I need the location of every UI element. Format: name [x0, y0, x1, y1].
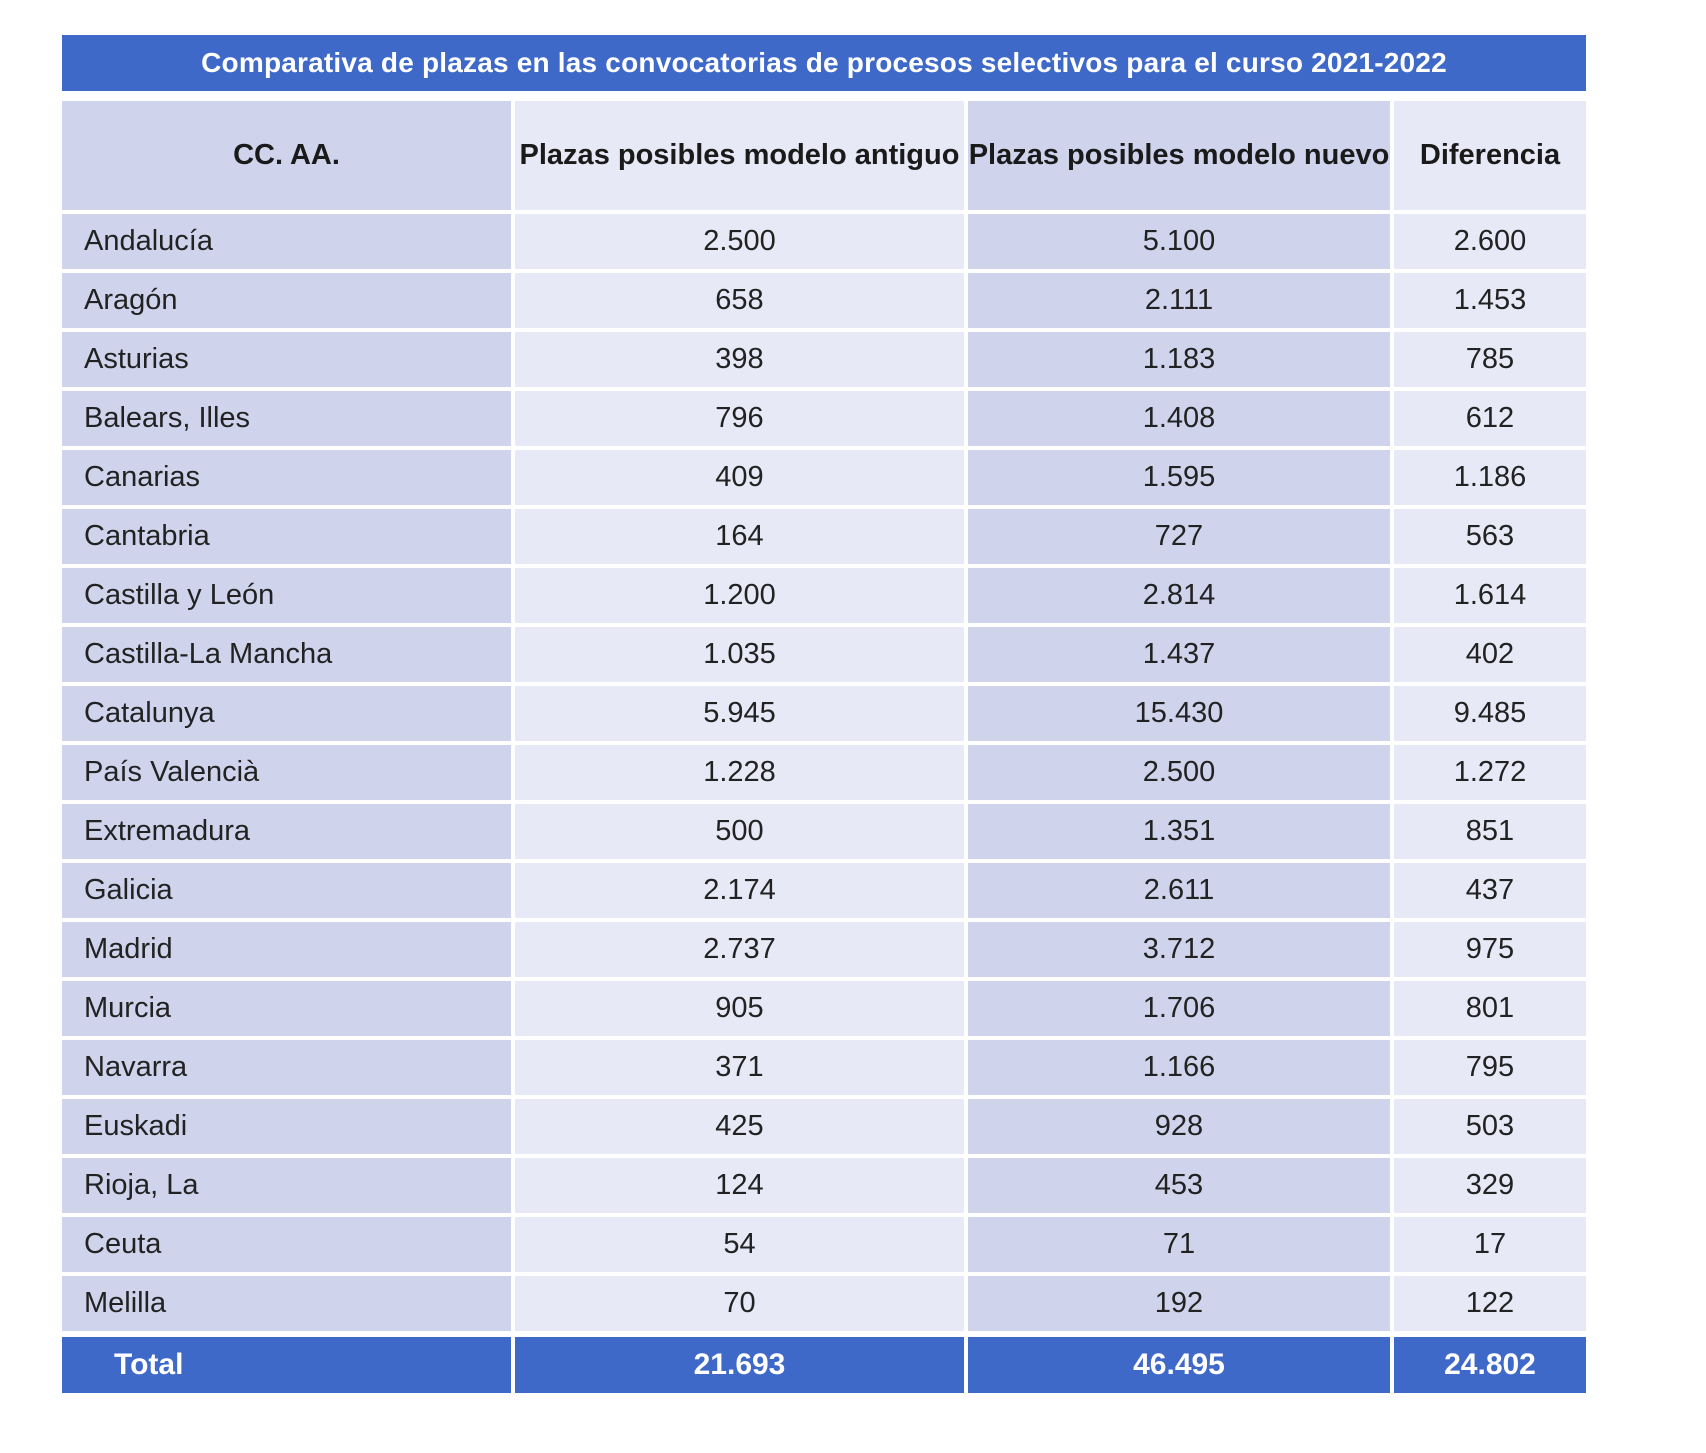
table-row-11-diferencia-cell: 437	[1394, 863, 1586, 918]
header-plazas-nuevo: Plazas posibles modelo nuevo	[968, 101, 1390, 210]
table-row-14-ccaa-cell: Navarra	[62, 1040, 511, 1095]
table-row-7-plazas-nuevo-cell: 1.437	[968, 627, 1390, 682]
table-row-13-plazas-antiguo-cell: 905	[515, 981, 964, 1036]
header-plazas-antiguo: Plazas posibles modelo antiguo	[515, 101, 964, 210]
table-row-8-plazas-nuevo-cell: 15.430	[968, 686, 1390, 741]
table-row-9-diferencia-cell: 1.272	[1394, 745, 1586, 800]
table-row-18-diferencia-cell: 122	[1394, 1276, 1586, 1331]
table-row-13-ccaa-cell: Murcia	[62, 981, 511, 1036]
table-row-15-diferencia-cell: 503	[1394, 1099, 1586, 1154]
table-row-5-plazas-nuevo-cell: 727	[968, 509, 1390, 564]
table-row-17-plazas-nuevo-cell: 71	[968, 1217, 1390, 1272]
total-row-ccaa-cell: Total	[62, 1337, 511, 1393]
table-row-12-plazas-nuevo-cell: 3.712	[968, 922, 1390, 977]
table-row-18-plazas-nuevo-cell: 192	[968, 1276, 1390, 1331]
table-row-12-diferencia-cell: 975	[1394, 922, 1586, 977]
table-row-10-plazas-nuevo-cell: 1.351	[968, 804, 1390, 859]
table-row-15-plazas-nuevo-cell: 928	[968, 1099, 1390, 1154]
table-row-14-plazas-antiguo-cell: 371	[515, 1040, 964, 1095]
table-row-8-plazas-antiguo-cell: 5.945	[515, 686, 964, 741]
table-row-10-plazas-antiguo-cell: 500	[515, 804, 964, 859]
table-row-17-ccaa-cell: Ceuta	[62, 1217, 511, 1272]
table-row-7-diferencia-cell: 402	[1394, 627, 1586, 682]
total-row-plazas-antiguo-cell: 21.693	[515, 1337, 964, 1393]
table-row-9-ccaa-cell: País Valencià	[62, 745, 511, 800]
table-row-9-plazas-nuevo-cell: 2.500	[968, 745, 1390, 800]
table-row-0-plazas-antiguo-cell: 2.500	[515, 214, 964, 269]
table-row-2-plazas-nuevo-cell: 1.183	[968, 332, 1390, 387]
table-row-15-plazas-antiguo-cell: 425	[515, 1099, 964, 1154]
table-row-7-ccaa-cell: Castilla-La Mancha	[62, 627, 511, 682]
table-row-14-diferencia-cell: 795	[1394, 1040, 1586, 1095]
table-row-0-plazas-nuevo-cell: 5.100	[968, 214, 1390, 269]
table-row-7-plazas-antiguo-cell: 1.035	[515, 627, 964, 682]
table-row-2-plazas-antiguo-cell: 398	[515, 332, 964, 387]
table-row-13-diferencia-cell: 801	[1394, 981, 1586, 1036]
total-row-plazas-nuevo-cell: 46.495	[968, 1337, 1390, 1393]
header-ccaa: CC. AA.	[62, 101, 511, 210]
table-row-1-ccaa-cell: Aragón	[62, 273, 511, 328]
table-row-6-plazas-nuevo-cell: 2.814	[968, 568, 1390, 623]
table-row-3-plazas-nuevo-cell: 1.408	[968, 391, 1390, 446]
table-row-2-diferencia-cell: 785	[1394, 332, 1586, 387]
table-row-6-diferencia-cell: 1.614	[1394, 568, 1586, 623]
table-row-2-ccaa-cell: Asturias	[62, 332, 511, 387]
table-row-15-ccaa-cell: Euskadi	[62, 1099, 511, 1154]
table-row-12-ccaa-cell: Madrid	[62, 922, 511, 977]
table-row-12-plazas-antiguo-cell: 2.737	[515, 922, 964, 977]
table-row-5-ccaa-cell: Cantabria	[62, 509, 511, 564]
table-row-1-diferencia-cell: 1.453	[1394, 273, 1586, 328]
table-row-4-ccaa-cell: Canarias	[62, 450, 511, 505]
table-row-13-plazas-nuevo-cell: 1.706	[968, 981, 1390, 1036]
table-row-10-diferencia-cell: 851	[1394, 804, 1586, 859]
table-row-6-ccaa-cell: Castilla y León	[62, 568, 511, 623]
table-row-11-ccaa-cell: Galicia	[62, 863, 511, 918]
table-row-16-ccaa-cell: Rioja, La	[62, 1158, 511, 1213]
table-row-3-ccaa-cell: Balears, Illes	[62, 391, 511, 446]
table-row-3-plazas-antiguo-cell: 796	[515, 391, 964, 446]
table-title: Comparativa de plazas en las convocatori…	[62, 35, 1586, 91]
header-diferencia: Diferencia	[1394, 101, 1586, 210]
table-row-17-plazas-antiguo-cell: 54	[515, 1217, 964, 1272]
comparison-table: Comparativa de plazas en las convocatori…	[62, 35, 1586, 1393]
table-row-8-ccaa-cell: Catalunya	[62, 686, 511, 741]
table-row-11-plazas-nuevo-cell: 2.611	[968, 863, 1390, 918]
table-row-17-diferencia-cell: 17	[1394, 1217, 1586, 1272]
table-row-10-ccaa-cell: Extremadura	[62, 804, 511, 859]
table-row-16-diferencia-cell: 329	[1394, 1158, 1586, 1213]
table-row-4-diferencia-cell: 1.186	[1394, 450, 1586, 505]
total-row-diferencia-cell: 24.802	[1394, 1337, 1586, 1393]
table-row-0-ccaa-cell: Andalucía	[62, 214, 511, 269]
table-row-16-plazas-nuevo-cell: 453	[968, 1158, 1390, 1213]
table-row-5-plazas-antiguo-cell: 164	[515, 509, 964, 564]
table-row-1-plazas-antiguo-cell: 658	[515, 273, 964, 328]
table-row-0-diferencia-cell: 2.600	[1394, 214, 1586, 269]
table-grid: CC. AA. Plazas posibles modelo antiguo P…	[62, 101, 1586, 1393]
table-row-1-plazas-nuevo-cell: 2.111	[968, 273, 1390, 328]
table-row-6-plazas-antiguo-cell: 1.200	[515, 568, 964, 623]
table-row-11-plazas-antiguo-cell: 2.174	[515, 863, 964, 918]
table-row-8-diferencia-cell: 9.485	[1394, 686, 1586, 741]
table-row-9-plazas-antiguo-cell: 1.228	[515, 745, 964, 800]
table-row-14-plazas-nuevo-cell: 1.166	[968, 1040, 1390, 1095]
table-row-4-plazas-antiguo-cell: 409	[515, 450, 964, 505]
table-row-5-diferencia-cell: 563	[1394, 509, 1586, 564]
table-row-18-ccaa-cell: Melilla	[62, 1276, 511, 1331]
table-row-4-plazas-nuevo-cell: 1.595	[968, 450, 1390, 505]
table-row-18-plazas-antiguo-cell: 70	[515, 1276, 964, 1331]
table-row-16-plazas-antiguo-cell: 124	[515, 1158, 964, 1213]
table-row-3-diferencia-cell: 612	[1394, 391, 1586, 446]
